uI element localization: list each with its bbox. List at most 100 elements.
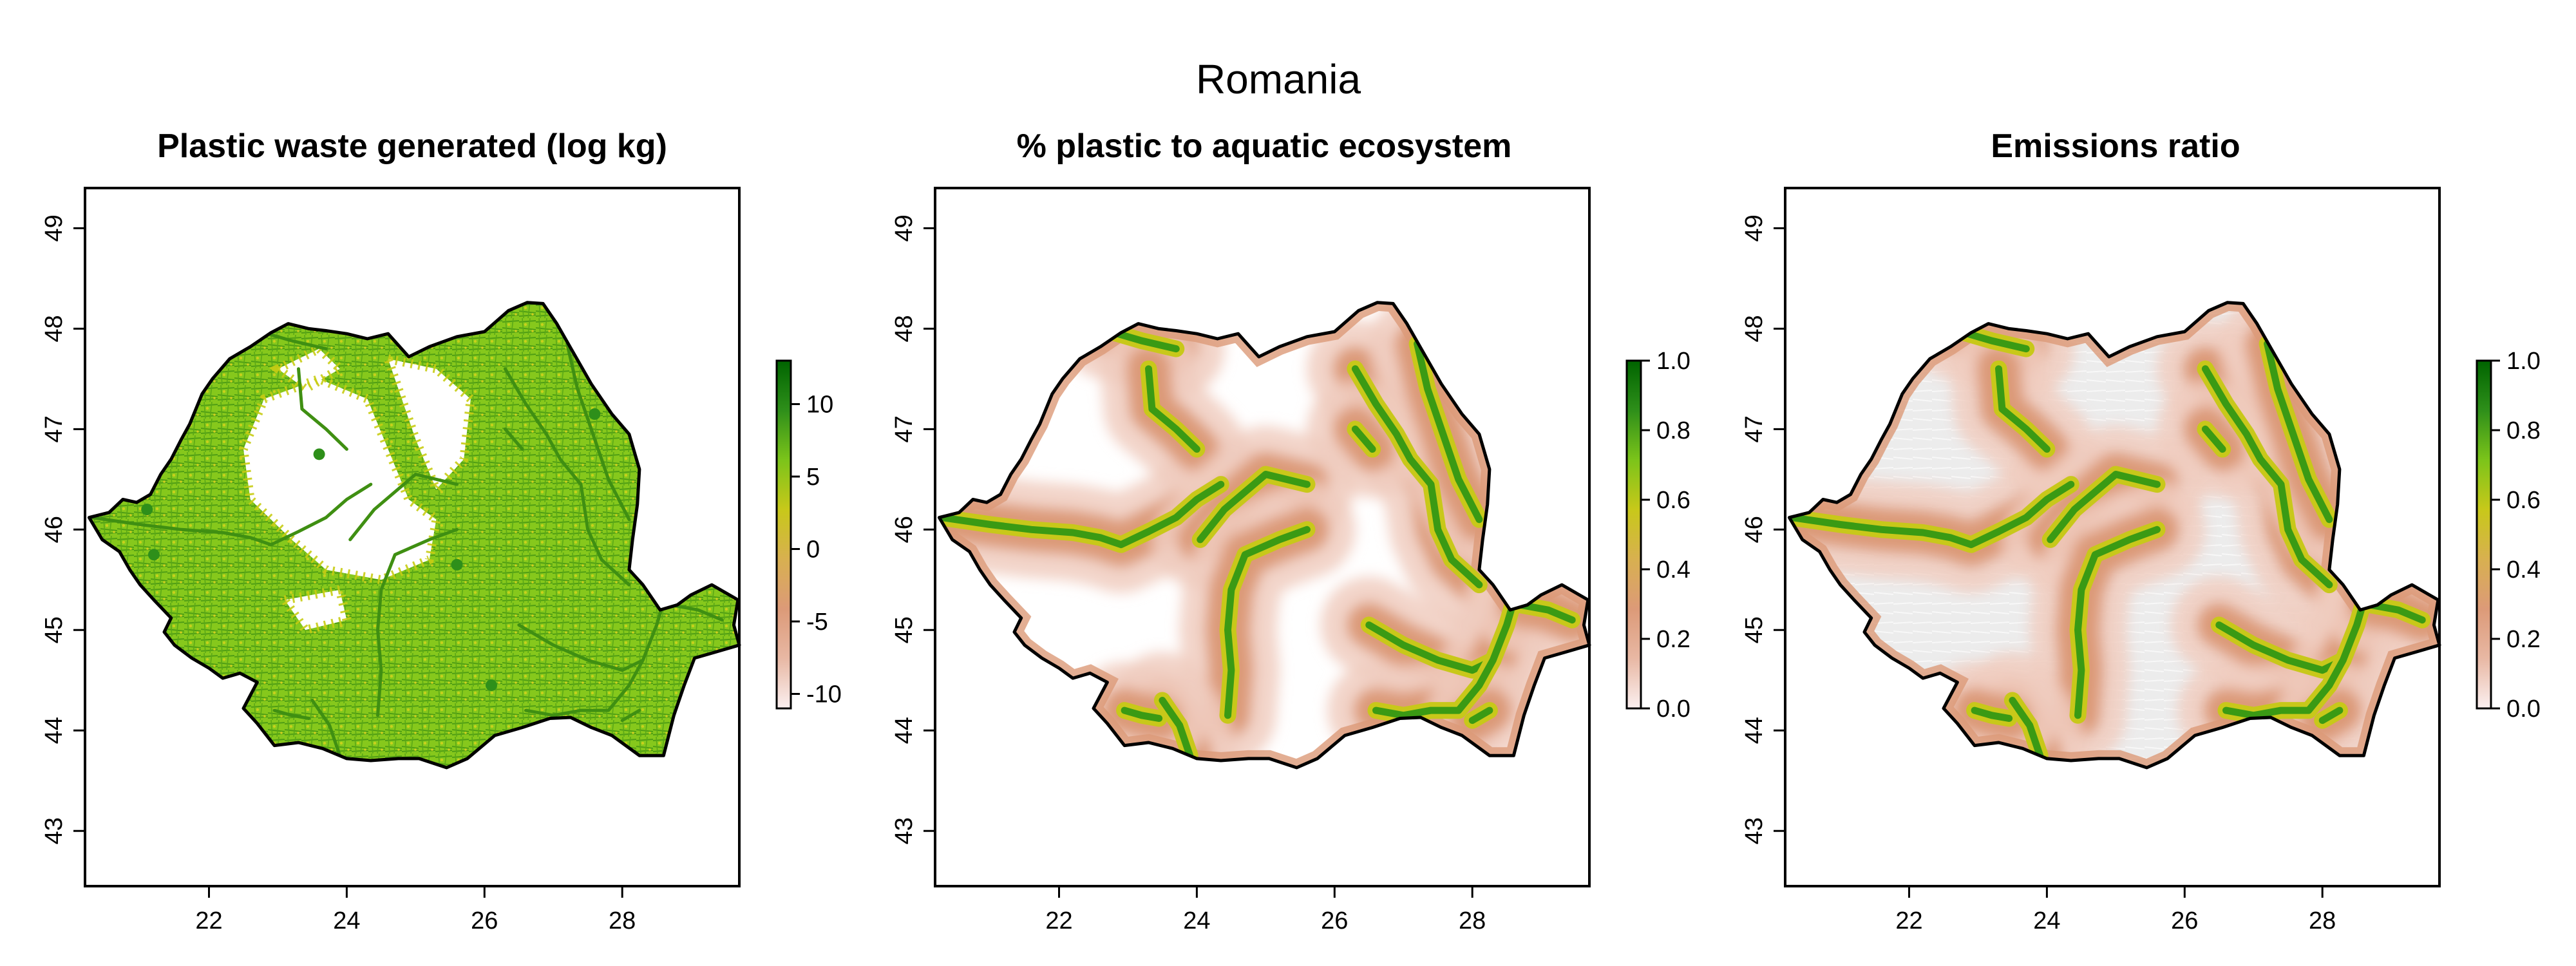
legend-tick-label: 0.2 bbox=[2506, 626, 2541, 653]
y-tick-label: 43 bbox=[1741, 817, 1768, 844]
river-line bbox=[90, 482, 373, 547]
river-line bbox=[503, 427, 524, 451]
settlement-dot bbox=[451, 558, 463, 571]
country-outline bbox=[87, 301, 741, 770]
river-line bbox=[1372, 586, 1521, 719]
river-line bbox=[1414, 340, 1483, 524]
legend-colorbar: -10 -5 0 5 10 bbox=[775, 359, 842, 710]
x-tick-label: 22 bbox=[195, 907, 222, 934]
x-tick-label: 26 bbox=[2171, 907, 2198, 934]
legend-tick-label: 0.6 bbox=[1656, 487, 1690, 514]
river-line bbox=[1971, 706, 2013, 722]
x-tick-label: 28 bbox=[1459, 907, 1486, 934]
y-tick-label: 47 bbox=[891, 415, 918, 442]
x-tick-label: 24 bbox=[2033, 907, 2060, 934]
river-line bbox=[1197, 471, 1311, 544]
river-line bbox=[2367, 601, 2426, 624]
y-tick-label: 45 bbox=[891, 616, 918, 643]
legend-tick-label: 5 bbox=[806, 464, 820, 491]
legend-colorbar: 0.0 0.2 0.4 0.6 0.8 1.0 bbox=[1625, 348, 1690, 723]
x-tick-label: 24 bbox=[333, 907, 360, 934]
settlement-dot bbox=[147, 549, 160, 561]
river-line bbox=[1159, 697, 1194, 759]
y-tick-label: 45 bbox=[41, 616, 68, 643]
y-tick-label: 46 bbox=[891, 516, 918, 543]
legend-tick-label: 0.4 bbox=[1656, 556, 1690, 583]
y-tick-label: 48 bbox=[891, 315, 918, 342]
river-line bbox=[1468, 706, 1493, 724]
legend-tick-label: 1.0 bbox=[2506, 348, 2541, 375]
y-tick-label: 46 bbox=[1741, 516, 1768, 543]
legend-tick-label: 1.0 bbox=[1656, 348, 1690, 375]
x-tick-label: 22 bbox=[1045, 907, 1072, 934]
river-line bbox=[297, 367, 348, 451]
no-data-patch bbox=[388, 359, 471, 489]
settlement-dot bbox=[141, 504, 153, 516]
y-tick-label: 48 bbox=[1741, 315, 1768, 342]
y-tick-label: 44 bbox=[891, 717, 918, 744]
y-tick-label: 49 bbox=[891, 214, 918, 242]
y-tick-label: 49 bbox=[1741, 214, 1768, 242]
river-line bbox=[1145, 365, 1200, 453]
map-raster bbox=[939, 302, 1589, 768]
river-line bbox=[1121, 706, 1163, 722]
river-line bbox=[565, 342, 631, 522]
panel-plastic-waste-generated: Plastic waste generated (log kg) 22 24 26 2… bbox=[41, 128, 842, 934]
river-line bbox=[2222, 586, 2371, 719]
x-tick-label: 28 bbox=[609, 907, 636, 934]
y-tick-label: 46 bbox=[41, 516, 68, 543]
legend-tick-label: 0.6 bbox=[2506, 487, 2541, 514]
river-line bbox=[1224, 526, 1311, 719]
river-line bbox=[2074, 526, 2161, 719]
river-line bbox=[2264, 340, 2333, 524]
y-tick-label: 49 bbox=[41, 214, 68, 242]
x-tick-label: 26 bbox=[1321, 907, 1348, 934]
x-tick-label: 24 bbox=[1183, 907, 1210, 934]
river-line bbox=[348, 473, 459, 542]
river-line bbox=[2009, 697, 2044, 759]
panel-plastic-to-aquatic: % plastic to aquatic ecosystem 22 24 26 28 4… bbox=[891, 128, 1690, 934]
river-line bbox=[1995, 365, 2050, 453]
legend-colorbar: 0.0 0.2 0.4 0.6 0.8 1.0 bbox=[2476, 348, 2541, 723]
y-tick-label: 45 bbox=[1741, 616, 1768, 643]
legend-tick-label: 0.0 bbox=[1656, 696, 1690, 723]
legend-tick-label: -10 bbox=[806, 681, 842, 708]
x-tick-label: 22 bbox=[1895, 907, 1922, 934]
river-line bbox=[939, 480, 1225, 549]
river-line bbox=[1351, 425, 1376, 453]
y-tick-label: 43 bbox=[891, 817, 918, 844]
legend-tick-label: 0.2 bbox=[1656, 626, 1690, 653]
settlement-dot bbox=[485, 679, 497, 692]
river-line bbox=[1351, 365, 1483, 589]
river-line bbox=[2201, 365, 2333, 589]
y-tick-label: 47 bbox=[1741, 415, 1768, 442]
legend-tick-label: 10 bbox=[806, 392, 833, 419]
plot-frame bbox=[934, 187, 1591, 887]
legend-tick-label: 0.4 bbox=[2506, 556, 2541, 583]
river-line bbox=[310, 699, 342, 757]
panel-title: % plastic to aquatic ecosystem bbox=[1017, 128, 1512, 165]
panel-title: Plastic waste generated (log kg) bbox=[157, 128, 667, 165]
river-line bbox=[2201, 425, 2226, 453]
y-tick-label: 48 bbox=[41, 315, 68, 342]
river-line bbox=[1789, 480, 2075, 549]
river-line bbox=[524, 588, 669, 717]
plot-frame bbox=[84, 187, 741, 887]
river-line bbox=[620, 708, 641, 723]
country-outline bbox=[937, 301, 1591, 770]
river-line bbox=[2215, 621, 2347, 674]
x-tick-label: 26 bbox=[471, 907, 498, 934]
legend-tick-label: 0.0 bbox=[2506, 696, 2541, 723]
y-tick-label: 44 bbox=[1741, 717, 1768, 744]
river-line bbox=[2318, 706, 2344, 724]
river-line bbox=[1365, 621, 1497, 674]
river-line bbox=[517, 623, 645, 672]
panel-title: Emissions ratio bbox=[1991, 128, 2240, 165]
settlement-dot bbox=[313, 448, 325, 460]
river-line bbox=[668, 603, 724, 622]
y-tick-label: 47 bbox=[41, 415, 68, 442]
river-line bbox=[1517, 601, 1576, 624]
map-raster bbox=[89, 302, 739, 768]
river-line bbox=[503, 367, 631, 587]
